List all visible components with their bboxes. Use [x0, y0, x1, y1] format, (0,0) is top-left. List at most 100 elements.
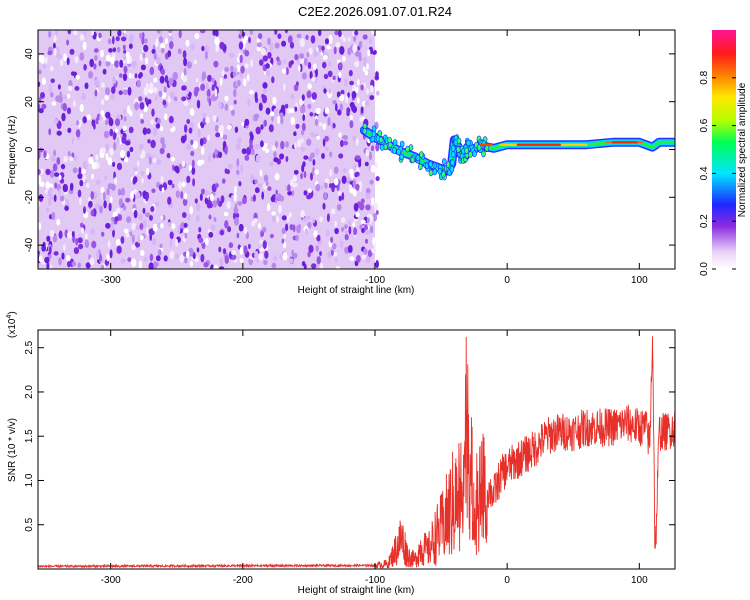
noise-speckle	[77, 262, 82, 268]
noise-speckle	[307, 62, 312, 69]
noise-speckle	[315, 183, 321, 192]
track-speckle	[419, 151, 424, 158]
noise-speckle	[300, 209, 306, 218]
colorbar-tick-label: 0.4	[699, 166, 710, 180]
noise-speckle	[156, 30, 161, 34]
noise-speckle	[184, 257, 188, 264]
noise-speckle	[186, 175, 191, 184]
noise-speckle	[366, 88, 369, 95]
spec-xtick-label: -300	[101, 275, 121, 286]
noise-speckle	[311, 263, 317, 269]
noise-speckle	[112, 76, 117, 84]
noise-speckle	[66, 39, 69, 46]
noise-speckle	[260, 48, 266, 56]
noise-speckle	[127, 257, 132, 262]
noise-speckle	[168, 115, 174, 124]
noise-speckle	[310, 152, 315, 159]
noise-speckle	[352, 221, 356, 228]
noise-speckle	[355, 86, 359, 94]
noise-speckle	[47, 50, 53, 56]
noise-speckle	[218, 127, 222, 134]
noise-speckle	[214, 36, 220, 46]
noise-speckle	[190, 43, 196, 51]
noise-speckle	[52, 235, 58, 243]
noise-speckle	[266, 203, 271, 212]
noise-speckle	[213, 217, 217, 222]
noise-speckle	[89, 257, 95, 266]
noise-speckle	[360, 198, 365, 204]
noise-speckle	[248, 36, 251, 44]
noise-speckle	[234, 185, 237, 194]
noise-speckle	[277, 193, 282, 201]
noise-speckle	[38, 222, 42, 231]
noise-speckle	[372, 213, 378, 222]
noise-speckle	[168, 80, 172, 87]
noise-speckle	[109, 196, 113, 203]
noise-speckle	[104, 143, 110, 152]
noise-speckle	[220, 195, 225, 204]
noise-speckle	[180, 191, 184, 200]
noise-speckle	[99, 253, 102, 262]
noise-speckle	[334, 30, 339, 36]
noise-speckle	[120, 236, 125, 244]
noise-speckle	[115, 238, 121, 247]
noise-speckle	[293, 169, 299, 175]
noise-speckle	[81, 92, 87, 100]
noise-speckle	[243, 78, 247, 87]
noise-speckle	[364, 161, 369, 167]
noise-speckle	[374, 161, 378, 170]
noise-speckle	[356, 254, 361, 263]
snr-xlabel: Height of straight line (km)	[298, 585, 415, 596]
noise-speckle	[298, 53, 305, 59]
noise-speckle	[172, 126, 176, 132]
noise-speckle	[272, 96, 277, 105]
noise-speckle	[373, 202, 379, 211]
noise-speckle	[347, 245, 353, 253]
noise-speckle	[303, 263, 307, 269]
noise-speckle	[91, 30, 95, 36]
noise-speckle	[365, 229, 370, 235]
noise-speckle	[301, 94, 305, 101]
noise-speckle	[369, 179, 374, 185]
noise-speckle	[304, 228, 308, 235]
noise-speckle	[82, 41, 87, 51]
noise-speckle	[123, 228, 129, 234]
noise-speckle	[344, 233, 349, 241]
noise-speckle	[91, 240, 97, 249]
noise-speckle	[66, 107, 72, 115]
noise-speckle	[159, 75, 165, 84]
noise-speckle	[201, 45, 205, 52]
spec-ytick-label: 40	[24, 48, 35, 60]
noise-speckle	[152, 223, 158, 232]
noise-speckle	[267, 37, 271, 46]
noise-speckle	[54, 172, 60, 177]
noise-speckle	[112, 229, 115, 238]
noise-speckle	[338, 153, 344, 159]
noise-speckle	[62, 103, 67, 112]
noise-speckle	[170, 156, 176, 162]
noise-speckle	[324, 38, 330, 45]
noise-speckle	[63, 156, 68, 163]
noise-speckle	[290, 94, 295, 100]
noise-speckle	[183, 222, 188, 228]
noise-speckle	[194, 198, 198, 204]
svg-text:(x104): (x104)	[6, 311, 18, 338]
noise-speckle	[303, 171, 307, 178]
noise-speckle	[160, 223, 164, 229]
noise-speckle	[273, 108, 279, 117]
noise-speckle	[248, 243, 251, 250]
noise-speckle	[316, 135, 320, 140]
snr-exponent-base: (x10	[7, 318, 18, 338]
noise-speckle	[215, 44, 220, 53]
noise-speckle	[122, 44, 126, 50]
noise-speckle	[129, 43, 133, 49]
noise-speckle	[238, 181, 242, 187]
noise-speckle	[235, 213, 240, 218]
noise-speckle	[34, 182, 37, 188]
noise-speckle	[143, 44, 149, 53]
noise-speckle	[114, 128, 119, 134]
noise-speckle	[243, 245, 248, 255]
noise-speckle	[324, 135, 329, 142]
noise-speckle	[172, 71, 178, 81]
noise-speckle	[310, 35, 316, 44]
